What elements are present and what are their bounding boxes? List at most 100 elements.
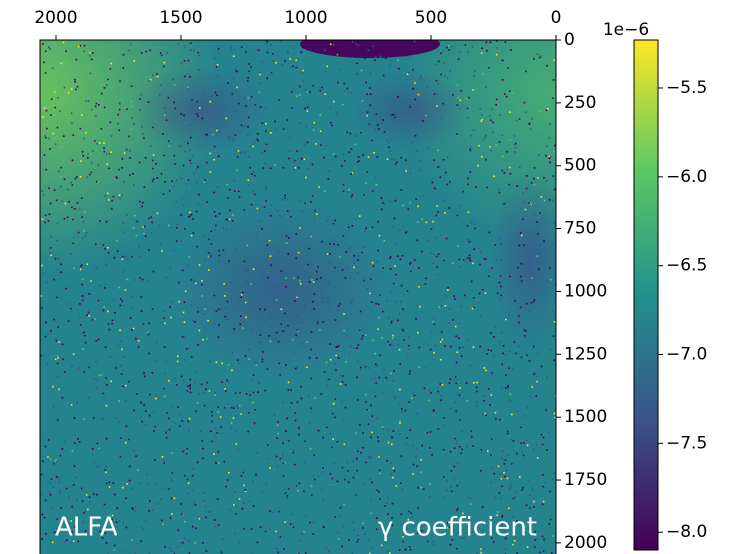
image-speckle	[548, 523, 551, 525]
image-speckle	[387, 429, 390, 431]
image-speckle	[180, 62, 183, 65]
image-speckle	[40, 478, 42, 481]
image-speckle	[284, 461, 287, 464]
image-speckle	[275, 455, 278, 458]
image-speckle	[473, 70, 476, 72]
image-speckle	[95, 340, 98, 342]
image-speckle	[304, 461, 306, 464]
image-speckle	[389, 201, 391, 203]
image-speckle	[103, 106, 106, 109]
image-speckle	[274, 120, 276, 123]
colorbar-offset: 1e−6	[603, 20, 649, 40]
image-speckle	[346, 461, 349, 464]
image-speckle	[513, 143, 516, 146]
image-speckle	[198, 193, 200, 196]
image-speckle	[538, 56, 541, 59]
image-speckle	[341, 103, 344, 106]
image-speckle	[432, 540, 434, 542]
image-speckle	[360, 451, 362, 454]
image-speckle	[217, 450, 220, 453]
image-speckle	[261, 228, 264, 230]
image-speckle	[47, 439, 50, 441]
image-speckle	[183, 336, 186, 338]
image-speckle	[130, 100, 132, 103]
image-speckle	[522, 487, 524, 489]
image-speckle	[348, 189, 350, 191]
image-speckle	[257, 382, 260, 385]
image-speckle	[118, 168, 120, 171]
image-speckle	[210, 410, 213, 413]
image-speckle	[237, 448, 240, 451]
image-speckle	[126, 278, 129, 281]
image-speckle	[548, 155, 551, 158]
image-speckle	[63, 61, 65, 63]
image-speckle	[96, 142, 99, 145]
image-speckle	[115, 521, 118, 524]
image-speckle	[269, 340, 272, 343]
image-speckle	[103, 87, 106, 89]
image-speckle	[377, 303, 380, 306]
image-speckle	[132, 184, 135, 186]
image-speckle	[521, 450, 523, 453]
image-speckle	[197, 202, 199, 205]
image-speckle	[302, 80, 305, 83]
image-speckle	[306, 446, 309, 449]
image-speckle	[332, 482, 335, 485]
image-speckle	[118, 102, 121, 104]
image-speckle	[106, 192, 109, 195]
image-speckle	[96, 378, 98, 381]
image-speckle	[552, 175, 555, 177]
image-speckle	[207, 252, 210, 254]
image-speckle	[466, 107, 469, 110]
image-speckle	[155, 397, 157, 400]
image-speckle	[64, 371, 66, 374]
image-speckle	[497, 188, 500, 191]
image-speckle	[448, 45, 450, 47]
image-speckle	[512, 516, 514, 518]
image-speckle	[506, 150, 508, 153]
image-speckle	[464, 258, 466, 261]
image-speckle	[61, 343, 64, 346]
image-speckle	[247, 126, 249, 128]
image-speckle	[547, 431, 550, 434]
image-speckle	[194, 503, 197, 506]
image-speckle	[509, 111, 511, 113]
image-speckle	[181, 513, 183, 516]
image-speckle	[380, 544, 383, 547]
image-speckle	[554, 188, 556, 191]
image-speckle	[311, 195, 314, 198]
image-speckle	[201, 117, 204, 120]
image-speckle	[440, 395, 443, 397]
image-speckle	[300, 385, 302, 388]
image-speckle	[144, 156, 147, 159]
image-speckle	[518, 345, 520, 348]
image-speckle	[357, 344, 360, 346]
image-speckle	[132, 173, 134, 175]
image-speckle	[141, 205, 144, 208]
image-speckle	[91, 318, 94, 321]
image-speckle	[374, 128, 377, 131]
image-speckle	[315, 142, 317, 145]
image-speckle	[265, 483, 268, 486]
image-speckle	[299, 279, 301, 282]
image-speckle	[442, 50, 444, 53]
image-speckle	[344, 275, 347, 278]
image-speckle	[181, 336, 184, 338]
image-speckle	[416, 150, 419, 153]
image-speckle	[500, 294, 503, 297]
y-tick-label: 1000	[564, 281, 607, 301]
image-speckle	[102, 392, 105, 395]
image-speckle	[194, 321, 196, 323]
image-speckle	[258, 49, 260, 51]
image-speckle	[407, 335, 409, 338]
image-speckle	[492, 541, 495, 543]
image-speckle	[138, 482, 141, 484]
image-speckle	[187, 142, 189, 145]
image-speckle	[163, 107, 166, 109]
image-speckle	[216, 63, 219, 66]
image-speckle	[322, 436, 325, 439]
image-speckle	[316, 321, 319, 324]
image-speckle	[428, 399, 430, 402]
image-speckle	[400, 408, 403, 410]
image-speckle	[518, 321, 520, 324]
